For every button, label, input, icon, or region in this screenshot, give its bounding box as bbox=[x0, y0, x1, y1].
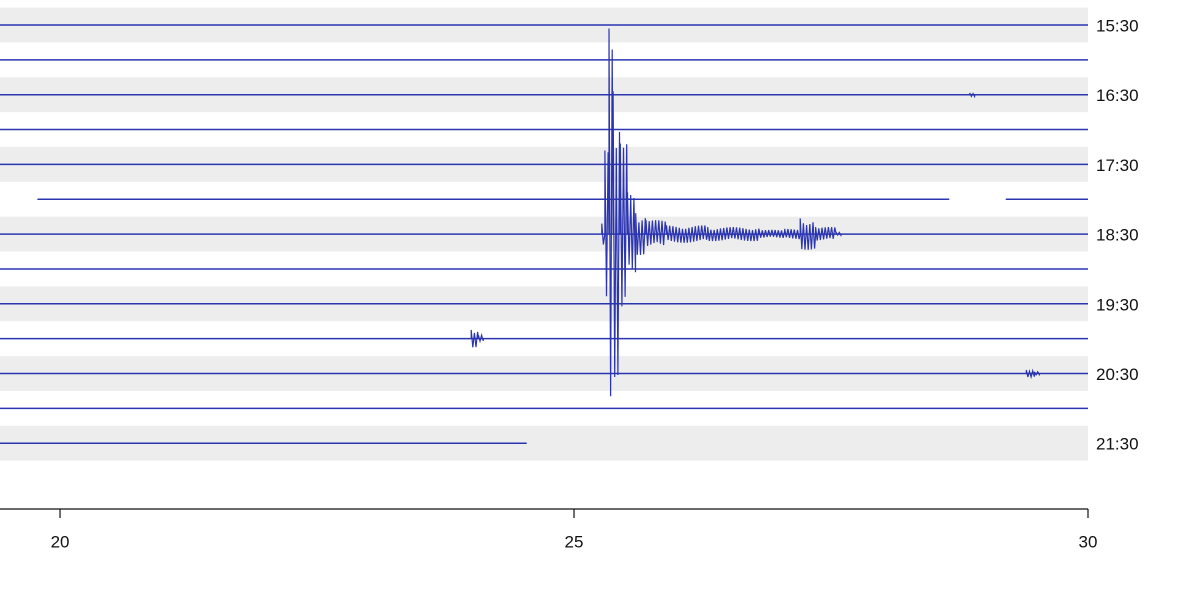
seismic-burst bbox=[665, 225, 709, 243]
seismic-burst bbox=[608, 28, 614, 397]
seismic-burst bbox=[969, 92, 976, 99]
row-label: 20:30 bbox=[1096, 365, 1139, 384]
seismic-burst bbox=[835, 230, 842, 238]
seismic-burst bbox=[1025, 368, 1036, 380]
row-label: 15:30 bbox=[1096, 16, 1139, 35]
seismic-burst bbox=[799, 218, 817, 250]
row-label: 18:30 bbox=[1096, 226, 1139, 245]
seismic-burst bbox=[784, 228, 801, 240]
row-label: 19:30 bbox=[1096, 295, 1139, 314]
seismic-burst bbox=[601, 223, 606, 245]
seismic-burst bbox=[1033, 370, 1041, 377]
x-tick-label: 25 bbox=[565, 532, 584, 551]
x-tick-label: 30 bbox=[1079, 532, 1098, 551]
seismic-burst bbox=[477, 332, 485, 344]
seismic-burst bbox=[707, 227, 760, 242]
row-label: 17:30 bbox=[1096, 156, 1139, 175]
row-label: 16:30 bbox=[1096, 86, 1139, 105]
seismic-burst bbox=[758, 229, 786, 239]
seismic-burst bbox=[619, 143, 629, 307]
seismic-burst bbox=[470, 329, 480, 348]
row-label: 21:30 bbox=[1096, 435, 1139, 454]
seismic-burst bbox=[814, 227, 837, 241]
seismic-burst bbox=[645, 220, 668, 246]
x-tick-label: 20 bbox=[51, 532, 70, 551]
seismic-burst bbox=[635, 213, 647, 256]
seismic-burst bbox=[626, 192, 637, 273]
seismic-burst bbox=[612, 91, 621, 378]
